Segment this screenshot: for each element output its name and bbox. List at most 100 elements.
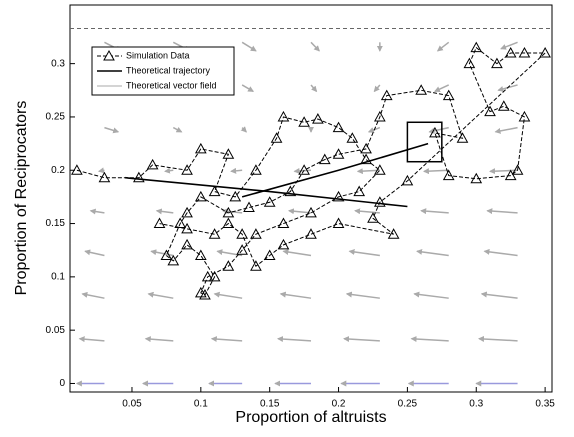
data-point [199, 288, 211, 300]
data-point [201, 270, 214, 282]
data-point [497, 100, 510, 111]
field-arrow [210, 336, 243, 343]
y-tick-label: 0.3 [51, 58, 65, 69]
equilibrium-box [406, 121, 443, 163]
data-point [174, 217, 187, 229]
y-tick-label: 0.15 [46, 218, 66, 229]
data-point [222, 148, 235, 159]
x-tick-label: 0.3 [469, 399, 483, 410]
field-arrow [310, 41, 320, 52]
data-point [539, 46, 551, 58]
data-point [243, 201, 255, 213]
field-arrow [478, 335, 518, 342]
data-point [263, 196, 276, 207]
data-point [491, 57, 503, 69]
field-arrow [241, 84, 255, 93]
data-point [133, 171, 145, 183]
data-point [194, 249, 207, 261]
data-point [332, 121, 345, 133]
data-point [367, 212, 379, 223]
data-point [346, 132, 359, 143]
y-tick-label: 0.05 [46, 325, 66, 336]
field-arrow [483, 248, 518, 257]
data-point [374, 164, 386, 175]
data-point [312, 113, 324, 124]
data-point [236, 228, 248, 239]
field-arrow [240, 126, 247, 133]
series-line [125, 176, 408, 208]
data-point [415, 84, 428, 95]
data-point [277, 110, 290, 122]
series-line [76, 46, 547, 296]
x-tick-label: 0.15 [260, 399, 280, 410]
data-point [360, 142, 372, 154]
data-point [470, 172, 483, 184]
x-tick-label: 0.35 [535, 399, 555, 410]
data-point [153, 217, 166, 229]
field-arrow [486, 208, 518, 215]
field-arrow [489, 168, 518, 175]
field-arrow [213, 291, 243, 299]
field-arrow [276, 336, 312, 343]
data-point [236, 244, 248, 255]
data-point [298, 164, 310, 175]
field-arrow [434, 84, 450, 93]
legend-label: Theoretical vector field [126, 80, 217, 90]
field-arrow [287, 208, 312, 215]
data-point [160, 249, 173, 261]
data-point [284, 185, 297, 197]
y-axis-label: Proportion of Reciprocators [13, 101, 30, 296]
data-point [222, 260, 235, 271]
y-tick-label: 0.2 [51, 165, 65, 176]
legend-label: Simulation Data [126, 50, 190, 60]
data-point [332, 190, 345, 202]
data-point [194, 190, 207, 202]
data-point [332, 217, 345, 229]
data-point [181, 222, 193, 234]
data-point [463, 57, 476, 69]
data-point [374, 110, 386, 122]
y-tick-label: 0.1 [51, 272, 65, 283]
field-arrow [413, 291, 449, 299]
data-point [504, 46, 517, 58]
data-point [146, 158, 159, 170]
data-point [208, 185, 221, 197]
field-arrow [420, 208, 449, 215]
field-arrow [416, 248, 449, 257]
field-arrow [84, 249, 105, 257]
data-point [332, 148, 345, 159]
data-point [208, 228, 221, 239]
data-point [250, 228, 262, 239]
data-point [380, 89, 393, 101]
field-arrow [78, 336, 105, 343]
data-point [429, 126, 441, 138]
data-point [222, 206, 235, 218]
data-point [442, 169, 455, 181]
plot-frame [69, 4, 553, 393]
field-arrow [89, 208, 105, 215]
y-tick-label: 0.25 [46, 112, 66, 123]
field-arrow [147, 291, 174, 299]
field-arrow [279, 291, 312, 299]
field-arrow [282, 249, 312, 257]
data-point [167, 254, 180, 266]
x-tick-label: 0.2 [332, 399, 346, 410]
data-point [504, 169, 517, 181]
legend-label: Theoretical trajectory [126, 65, 211, 75]
field-arrow [480, 291, 518, 299]
field-arrow [356, 168, 380, 175]
field-arrow [97, 167, 105, 174]
data-point [305, 206, 317, 218]
data-point [511, 164, 524, 175]
data-point [360, 153, 372, 165]
data-point [250, 260, 262, 271]
data-point [305, 228, 317, 239]
data-point [181, 164, 193, 175]
field-arrow [310, 84, 318, 93]
field-arrow [494, 126, 518, 134]
data-point [456, 132, 469, 143]
data-point [401, 174, 414, 186]
data-point [71, 164, 83, 175]
x-tick-label: 0.1 [194, 399, 208, 410]
